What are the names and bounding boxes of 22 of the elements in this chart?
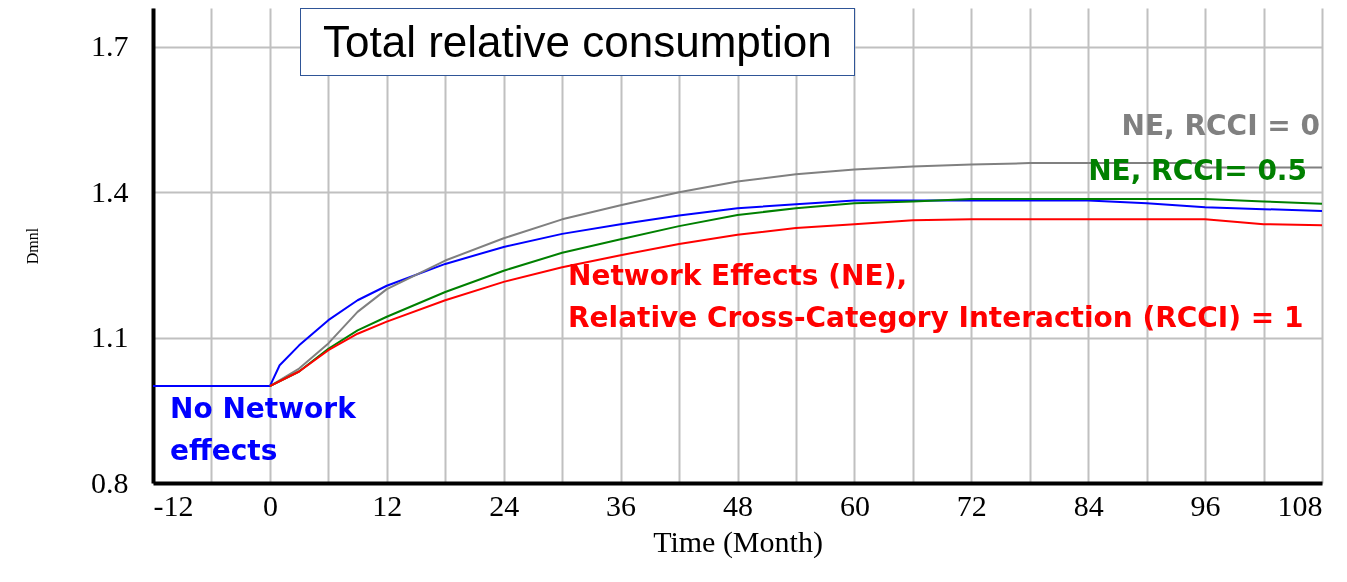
x-tick-label: 12 (372, 488, 403, 522)
x-tick-label: 48 (723, 488, 753, 522)
y-tick-label: 0.8 (91, 465, 129, 499)
chart-title: Total relative consumption (300, 8, 855, 76)
x-tick-label: 36 (606, 488, 637, 522)
x-tick-label: 0 (262, 488, 278, 522)
series-label: No Network effects (170, 392, 358, 467)
x-tick-label: 60 (839, 488, 870, 522)
y-axis-title: Dmnl (24, 227, 41, 265)
x-tick-label: 96 (1190, 488, 1221, 522)
y-tick-label: 1.1 (91, 320, 129, 354)
x-tick-label: 24 (489, 488, 520, 522)
y-tick-label: 1.7 (91, 29, 129, 63)
x-tick-label: 72 (956, 488, 987, 522)
series-label: NE, RCCI= 0.5 (1088, 154, 1307, 187)
x-tick-label: 108 (1277, 488, 1323, 522)
y-tick-label: 1.4 (91, 174, 129, 208)
x-axis-title: Time (Month) (653, 524, 823, 559)
series-label: NE, RCCI = 0 (1121, 109, 1320, 142)
x-tick-label: -12 (153, 488, 194, 522)
x-tick-label: 84 (1073, 488, 1104, 522)
series-label: Network Effects (NE), Relative Cross-Category Interaction (RCCI) = 1 (568, 259, 1304, 334)
